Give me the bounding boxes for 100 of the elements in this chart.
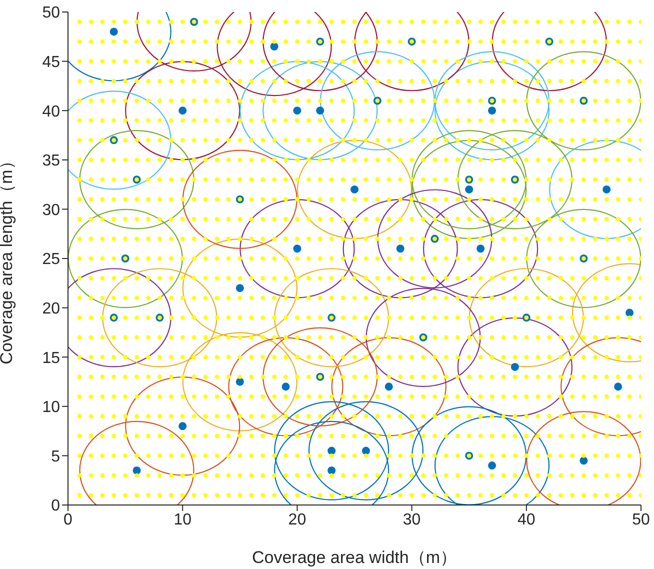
point [490, 177, 494, 182]
point [249, 138, 254, 142]
point [410, 236, 414, 241]
point [168, 20, 174, 24]
point [352, 394, 357, 399]
point [421, 473, 426, 478]
point [226, 216, 231, 222]
point [512, 59, 518, 64]
point [88, 256, 94, 261]
point [570, 197, 574, 202]
point [512, 296, 518, 300]
point [306, 335, 311, 340]
point [180, 394, 185, 399]
point [444, 177, 448, 182]
point [112, 78, 116, 84]
point [547, 434, 552, 438]
point [592, 39, 598, 44]
point [421, 78, 426, 84]
point [421, 414, 426, 418]
point [134, 374, 139, 380]
point [432, 315, 437, 320]
point [536, 39, 540, 44]
point [329, 256, 334, 261]
point [284, 315, 288, 320]
point [77, 414, 82, 418]
point [238, 216, 242, 222]
point [295, 315, 300, 320]
point [444, 276, 448, 280]
point [604, 216, 609, 222]
point [112, 434, 116, 438]
point [616, 256, 620, 261]
point [318, 59, 322, 64]
point [627, 236, 632, 241]
point [455, 473, 460, 478]
point [214, 197, 220, 202]
point [226, 276, 231, 280]
point [123, 158, 128, 162]
point [77, 236, 82, 241]
point [592, 78, 598, 84]
point [547, 394, 552, 399]
point [592, 354, 598, 360]
point [478, 197, 483, 202]
point [306, 98, 311, 103]
point [306, 158, 311, 162]
point [192, 39, 196, 44]
point [627, 473, 632, 478]
point [88, 216, 94, 222]
point [592, 236, 598, 241]
point [410, 374, 414, 380]
point [592, 335, 598, 340]
point [604, 473, 609, 478]
point [100, 138, 105, 142]
point [512, 354, 518, 360]
point [466, 256, 472, 261]
point [444, 454, 448, 458]
point [536, 354, 540, 360]
point [214, 98, 220, 103]
point [340, 256, 346, 261]
point [192, 236, 196, 241]
point [582, 236, 586, 241]
point [592, 454, 598, 458]
point [627, 118, 632, 123]
point [295, 473, 300, 478]
point [364, 335, 368, 340]
point [77, 138, 82, 142]
point [512, 256, 518, 261]
point [214, 394, 220, 399]
point [318, 492, 322, 498]
point [466, 434, 472, 438]
point [318, 354, 322, 360]
point [134, 138, 139, 142]
point [88, 434, 94, 438]
point [192, 158, 196, 162]
point [157, 454, 162, 458]
point [340, 158, 346, 162]
point [192, 177, 196, 182]
point [77, 20, 82, 24]
point [582, 59, 586, 64]
point [558, 492, 563, 498]
point [168, 276, 174, 280]
point [238, 158, 242, 162]
point [466, 296, 472, 300]
point [192, 138, 196, 142]
point [616, 59, 620, 64]
point [146, 374, 150, 380]
point [536, 335, 540, 340]
point [627, 414, 632, 418]
point [260, 414, 266, 418]
point [352, 414, 357, 418]
point [490, 454, 494, 458]
point [421, 394, 426, 399]
point [249, 118, 254, 123]
point [627, 394, 632, 399]
point [112, 59, 116, 64]
point [157, 138, 162, 142]
point [592, 492, 598, 498]
point [614, 382, 622, 391]
point [512, 158, 518, 162]
point [478, 335, 483, 340]
point [466, 354, 472, 360]
